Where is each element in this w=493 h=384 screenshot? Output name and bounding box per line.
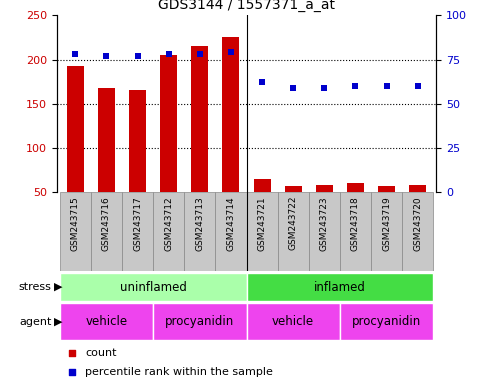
Text: GSM243716: GSM243716 — [102, 196, 111, 251]
Bar — [153, 303, 246, 340]
FancyBboxPatch shape — [215, 192, 246, 271]
Point — [352, 83, 359, 89]
Text: vehicle: vehicle — [85, 315, 128, 328]
Text: vehicle: vehicle — [272, 315, 314, 328]
Text: ▶: ▶ — [54, 282, 63, 292]
Point — [71, 51, 79, 57]
Point — [383, 83, 390, 89]
Text: GSM243719: GSM243719 — [382, 196, 391, 251]
Text: agent: agent — [19, 316, 52, 327]
Bar — [98, 88, 115, 192]
FancyBboxPatch shape — [184, 192, 215, 271]
Bar — [246, 273, 433, 301]
FancyBboxPatch shape — [60, 192, 91, 271]
Point — [134, 53, 141, 59]
Text: count: count — [85, 348, 117, 358]
FancyBboxPatch shape — [246, 192, 278, 271]
Bar — [191, 46, 209, 192]
Point — [320, 85, 328, 91]
Text: uninflamed: uninflamed — [120, 281, 186, 293]
FancyBboxPatch shape — [371, 192, 402, 271]
Bar — [253, 179, 271, 192]
Point — [227, 50, 235, 56]
Text: GSM243715: GSM243715 — [71, 196, 80, 251]
Point — [68, 349, 76, 356]
FancyBboxPatch shape — [340, 192, 371, 271]
Text: GSM243712: GSM243712 — [164, 196, 173, 251]
Text: percentile rank within the sample: percentile rank within the sample — [85, 367, 273, 377]
Bar — [60, 273, 246, 301]
Bar — [222, 36, 240, 192]
Bar — [409, 185, 426, 192]
Text: GSM243718: GSM243718 — [351, 196, 360, 251]
FancyBboxPatch shape — [278, 192, 309, 271]
Bar — [316, 185, 333, 192]
Bar — [67, 66, 84, 192]
Text: GSM243713: GSM243713 — [195, 196, 204, 251]
Text: procyanidin: procyanidin — [165, 315, 235, 328]
Bar — [129, 89, 146, 192]
Text: ▶: ▶ — [54, 316, 63, 327]
Point — [258, 79, 266, 86]
Point — [103, 53, 110, 59]
Text: GSM243720: GSM243720 — [413, 196, 422, 251]
Bar — [246, 303, 340, 340]
FancyBboxPatch shape — [402, 192, 433, 271]
Text: GSM243714: GSM243714 — [226, 196, 236, 251]
FancyBboxPatch shape — [153, 192, 184, 271]
Point — [289, 85, 297, 91]
Point — [196, 51, 204, 57]
Bar — [60, 303, 153, 340]
Point — [165, 51, 173, 57]
Bar — [160, 55, 177, 192]
FancyBboxPatch shape — [122, 192, 153, 271]
Text: GSM243717: GSM243717 — [133, 196, 142, 251]
Text: GSM243721: GSM243721 — [257, 196, 267, 251]
Text: stress: stress — [19, 282, 52, 292]
Bar — [340, 303, 433, 340]
Bar — [347, 183, 364, 192]
Text: procyanidin: procyanidin — [352, 315, 421, 328]
FancyBboxPatch shape — [91, 192, 122, 271]
Title: GDS3144 / 1557371_a_at: GDS3144 / 1557371_a_at — [158, 0, 335, 12]
Text: inflamed: inflamed — [314, 281, 366, 293]
Point — [68, 369, 76, 375]
Text: GSM243722: GSM243722 — [289, 196, 298, 250]
FancyBboxPatch shape — [309, 192, 340, 271]
Bar — [284, 186, 302, 192]
Text: GSM243723: GSM243723 — [320, 196, 329, 251]
Bar — [378, 186, 395, 192]
Point — [414, 83, 422, 89]
